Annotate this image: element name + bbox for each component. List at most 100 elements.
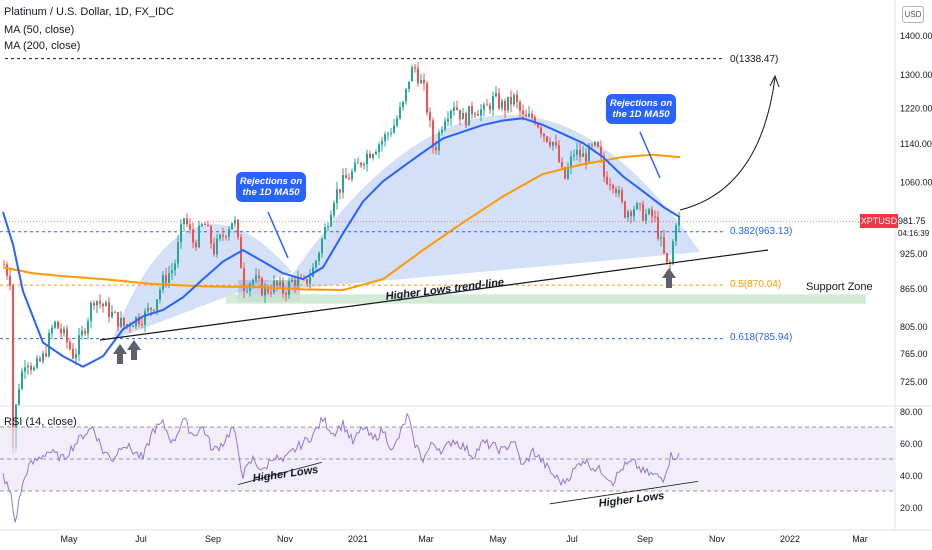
candle-body xyxy=(540,127,542,134)
candle-body xyxy=(378,144,380,152)
projection-curve[interactable] xyxy=(679,77,776,211)
candle-body xyxy=(279,281,281,286)
candle-body xyxy=(417,68,419,84)
candle-body xyxy=(546,136,548,142)
candle-body xyxy=(204,224,206,226)
rsi-axis-label: 60.00 xyxy=(900,439,923,449)
candle-body xyxy=(495,93,497,97)
candle-body xyxy=(231,223,233,230)
candle-body xyxy=(276,280,278,286)
candle-body xyxy=(459,109,461,120)
candle-body xyxy=(486,104,488,106)
candle-body xyxy=(12,285,14,449)
candle-body xyxy=(558,145,560,162)
candle-body xyxy=(198,225,200,248)
candle-body xyxy=(408,81,410,89)
time-axis-label: 2022 xyxy=(780,534,800,544)
callout-pointer-1 xyxy=(267,211,289,259)
candle-body xyxy=(90,303,92,321)
candle-body xyxy=(18,388,20,405)
candle-body xyxy=(126,324,128,327)
candle-body xyxy=(78,335,80,355)
higher-lows-trendline[interactable] xyxy=(99,249,769,341)
candle-body xyxy=(411,67,413,82)
candle-body xyxy=(252,279,254,285)
price-axis-label: 865.00 xyxy=(900,284,928,294)
candle-body xyxy=(534,117,536,124)
candle-body xyxy=(186,218,188,225)
legend-ma50[interactable]: MA (50, close) xyxy=(4,24,75,36)
candle-body xyxy=(273,280,275,293)
candle-body xyxy=(456,107,458,110)
candle-body xyxy=(450,110,452,119)
candle-body xyxy=(594,142,596,146)
candle-body xyxy=(174,263,176,271)
candle-body xyxy=(387,133,389,135)
candle-body xyxy=(336,189,338,203)
chart-title: Platinum / U.S. Dollar, 1D, FX_IDC xyxy=(4,6,174,18)
candle-body xyxy=(501,101,503,109)
candle-body xyxy=(54,321,56,328)
candle-body xyxy=(384,134,386,141)
candle-body xyxy=(195,242,197,248)
candle-body xyxy=(222,234,224,237)
candle-body xyxy=(372,154,374,158)
candle-body xyxy=(531,113,533,118)
candle-body xyxy=(375,151,377,155)
candle-body xyxy=(153,309,155,311)
candle-body xyxy=(354,162,356,172)
fib-label-618: 0.618(785.94) xyxy=(730,332,793,343)
legend-ma200[interactable]: MA (200, close) xyxy=(4,40,81,52)
candle-body xyxy=(132,325,134,327)
candle-body xyxy=(189,224,191,230)
candle-body xyxy=(228,229,230,237)
rsi-trendline-1 xyxy=(237,461,323,485)
candle-body xyxy=(414,67,416,69)
time-axis-label: Sep xyxy=(637,534,653,544)
candle-body xyxy=(39,358,41,362)
candle-body xyxy=(48,333,50,357)
candle-body xyxy=(516,94,518,103)
candle-body xyxy=(138,316,140,325)
candle-body xyxy=(330,215,332,227)
callout-pointer-2 xyxy=(639,131,661,179)
candle-body xyxy=(576,149,578,155)
candle-body xyxy=(624,201,626,218)
candle-body xyxy=(636,203,638,209)
candle-body xyxy=(465,112,467,126)
candle-body xyxy=(240,237,242,269)
candle-body xyxy=(72,348,74,359)
candle-body xyxy=(618,190,620,194)
candle-body xyxy=(99,301,101,304)
candle-body xyxy=(168,273,170,283)
up-arrow-icon xyxy=(113,344,127,364)
price-axis-label: 1140.00 xyxy=(900,139,932,149)
candle-body xyxy=(207,224,209,227)
candle-body xyxy=(45,353,47,357)
candle-body xyxy=(480,109,482,116)
callout-rejections-2[interactable]: Rejections on the 1D MA50 xyxy=(606,94,676,124)
candle-body xyxy=(258,275,260,279)
candle-body xyxy=(405,88,407,102)
legend-rsi[interactable]: RSI (14, close) xyxy=(4,416,77,428)
candle-body xyxy=(522,110,524,115)
candle-body xyxy=(183,218,185,225)
candle-body xyxy=(570,156,572,168)
currency-button[interactable]: USD xyxy=(902,6,924,23)
candle-body xyxy=(588,144,590,162)
candle-body xyxy=(159,289,161,300)
support-zone-band xyxy=(226,294,866,304)
time-axis-label: Mar xyxy=(418,534,434,544)
candle-body xyxy=(600,146,602,157)
candle-body xyxy=(597,142,599,147)
candle-body xyxy=(675,225,677,241)
rsi-axis-label: 40.00 xyxy=(900,471,923,481)
callout-rejections-1[interactable]: Rejections on the 1D MA50 xyxy=(236,172,306,202)
price-axis-label: 925.00 xyxy=(900,249,928,259)
candle-body xyxy=(492,96,494,110)
candle-body xyxy=(483,104,485,110)
candle-body xyxy=(603,156,605,177)
candle-body xyxy=(426,83,428,113)
price-axis-label: 1220.00 xyxy=(900,103,932,113)
